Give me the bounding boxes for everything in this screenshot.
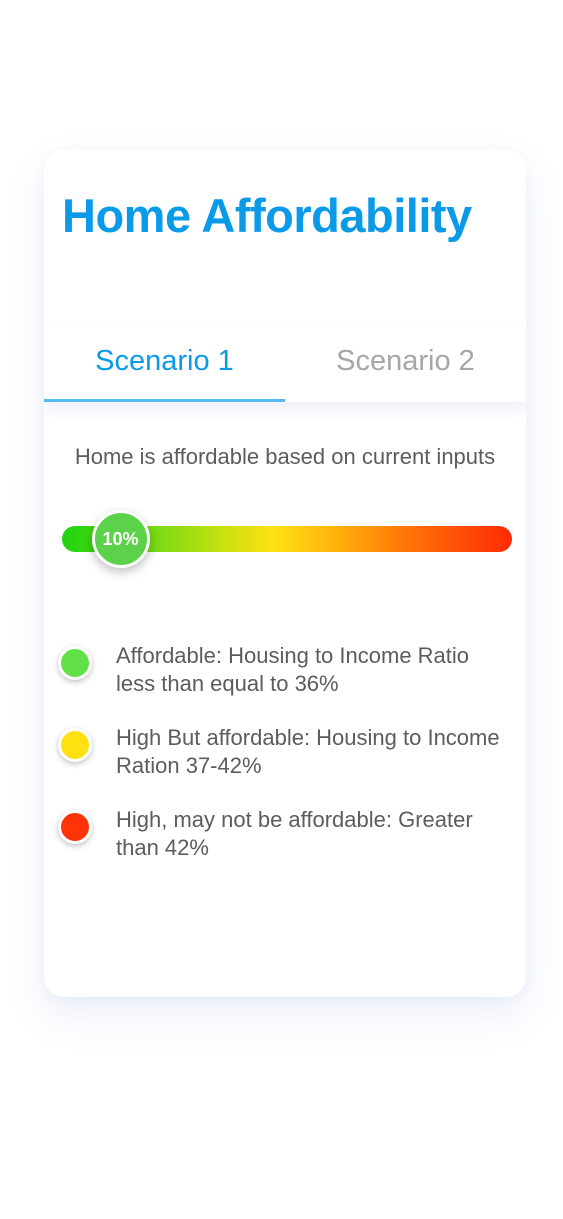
red-dot-icon (58, 810, 92, 844)
affordability-card: Home Affordability Scenario 1 Scenario 2… (44, 150, 526, 997)
meter-value-knob[interactable]: 10% (91, 510, 150, 568)
legend-text-not-affordable: High, may not be affordable: Greater tha… (116, 807, 473, 860)
page-title: Home Affordability (62, 189, 472, 242)
scenario-tabs: Scenario 1 Scenario 2 (44, 325, 526, 402)
legend-text-affordable: Affordable: Housing to Income Ratio less… (116, 643, 470, 696)
affordability-meter: 10% (62, 510, 512, 568)
legend-text-high-but-affordable: High But affordable: Housing to Income R… (116, 725, 500, 778)
tab-scenario-1[interactable]: Scenario 1 (44, 325, 285, 402)
legend-item-high-but-affordable: High But affordable: Housing to Income R… (56, 724, 516, 806)
affordability-status-text: Home is affordable based on current inpu… (74, 444, 496, 469)
tab-scenario-2[interactable]: Scenario 2 (336, 345, 475, 377)
legend-item-affordable: Affordable: Housing to Income Ratio less… (56, 642, 516, 724)
yellow-dot-icon (58, 728, 92, 762)
affordability-legend: Affordable: Housing to Income Ratio less… (56, 642, 516, 888)
legend-item-not-affordable: High, may not be affordable: Greater tha… (56, 806, 516, 888)
green-dot-icon (58, 646, 92, 680)
